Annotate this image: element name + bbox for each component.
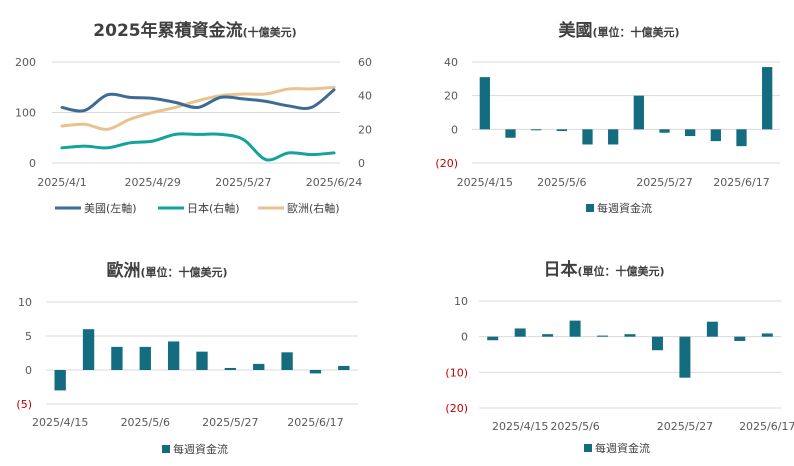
legend-swatch [584, 444, 592, 452]
bar [54, 370, 66, 391]
bar [479, 77, 490, 130]
y-right-tick-label: 0 [358, 157, 365, 170]
y-tick-label: 20 [444, 90, 458, 103]
x-tick-label: 2025/5/27 [657, 420, 713, 433]
series-line-jp [60, 132, 336, 162]
x-tick-label: 2025/6/24 [306, 176, 362, 189]
legend-label: 美國(左軸) [84, 201, 137, 215]
legend-label: 歐洲(右軸) [287, 201, 340, 215]
y-tick-label: (20) [435, 157, 458, 170]
x-tick-label: 2025/4/29 [124, 176, 180, 189]
y-tick-label: 0 [25, 364, 32, 377]
bar [505, 129, 516, 138]
x-tick-label: 2025/4/15 [32, 416, 88, 429]
y-tick-label: 10 [454, 295, 468, 308]
x-tick-label: 2025/6/17 [287, 416, 343, 429]
y-tick-label: 0 [461, 331, 468, 344]
x-tick-label: 2025/5/6 [550, 420, 599, 433]
bar [706, 321, 718, 337]
y-tick-label: 40 [444, 56, 458, 69]
title-main: 2025年累積資金流 [93, 20, 242, 41]
y-right-tick-label: 40 [358, 90, 372, 103]
y-tick-label: (10) [445, 366, 468, 379]
bar [111, 346, 123, 370]
y-right-tick-label: 20 [358, 123, 372, 136]
title-main: 美國 [558, 20, 592, 41]
bar [167, 341, 180, 370]
bar [224, 367, 237, 370]
bar [556, 129, 567, 132]
x-tick-label: 2025/5/27 [636, 176, 692, 189]
bar [514, 328, 526, 337]
bar [710, 129, 721, 142]
legend-label: 日本(右軸) [187, 201, 240, 215]
title-main: 日本 [543, 259, 577, 280]
x-tick-label: 2025/4/15 [457, 176, 513, 189]
y-tick-label: 10 [18, 296, 32, 309]
bar [651, 336, 663, 351]
chart-title: 美國(單位：十億美元) [558, 20, 679, 41]
x-tick-label: 2025/6/17 [713, 176, 769, 189]
y-left-tick-label: 100 [15, 107, 36, 120]
legend-label: 每週資金流 [597, 201, 652, 215]
bar [659, 129, 670, 133]
bar [734, 336, 746, 341]
bar [309, 370, 322, 374]
y-left-tick-label: 0 [29, 157, 36, 170]
title-unit: (十億美元) [243, 25, 297, 39]
bar [762, 67, 773, 130]
bar [196, 351, 208, 370]
bar [253, 363, 265, 370]
bar [82, 329, 95, 370]
bar [761, 333, 773, 337]
series-line-eu [60, 85, 336, 131]
bar [542, 334, 554, 337]
bar [624, 334, 636, 337]
title-unit: (單位：十億美元) [140, 265, 227, 279]
y-right-tick-label: 60 [358, 56, 372, 69]
y-tick-label: 5 [25, 330, 32, 343]
chart-title: 2025年累積資金流(十億美元) [93, 20, 296, 41]
x-tick-label: 2025/5/27 [202, 416, 258, 429]
x-tick-label: 2025/5/6 [121, 416, 170, 429]
bar [582, 129, 593, 145]
title-unit: (單位：十億美元) [592, 25, 679, 39]
bar [139, 346, 151, 370]
bar [487, 336, 499, 341]
x-tick-label: 2025/5/27 [215, 176, 271, 189]
legend-label: 每週資金流 [595, 441, 650, 455]
bar [679, 336, 691, 378]
bar [597, 335, 609, 337]
bar [633, 95, 644, 130]
bar [338, 365, 350, 370]
x-tick-label: 2025/5/6 [537, 176, 586, 189]
title-main: 歐洲 [106, 260, 140, 281]
series-line-us [60, 88, 336, 113]
y-tick-label: (5) [16, 398, 32, 411]
chart-title: 日本(單位：十億美元) [543, 259, 664, 280]
x-tick-label: 2025/4/1 [37, 176, 86, 189]
bar [531, 129, 542, 131]
bar [569, 320, 581, 337]
chart-title: 歐洲(單位：十億美元) [106, 260, 227, 281]
legend-swatch [586, 204, 594, 212]
legend-label: 每週資金流 [173, 442, 228, 456]
y-left-tick-label: 200 [15, 56, 36, 69]
legend-swatch [162, 445, 170, 453]
bar [736, 129, 747, 147]
x-tick-label: 2025/6/17 [739, 420, 794, 433]
y-tick-label: (20) [445, 402, 468, 415]
x-tick-label: 2025/4/15 [492, 420, 548, 433]
bar [281, 352, 293, 370]
title-unit: (單位：十億美元) [577, 264, 664, 278]
bar [685, 129, 696, 137]
bar [608, 129, 619, 145]
y-tick-label: 0 [451, 123, 458, 136]
